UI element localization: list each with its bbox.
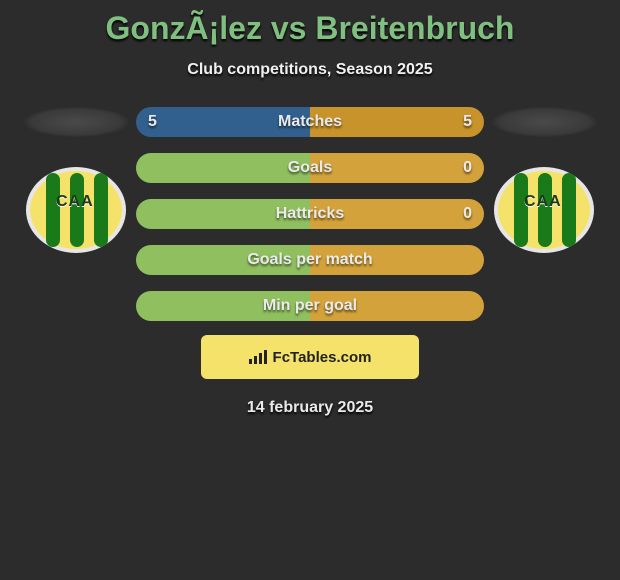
stat-bars: Matches55Goals0Hattricks0Goals per match… bbox=[136, 107, 484, 321]
stat-bar-right-fill bbox=[310, 245, 484, 275]
left-side: CAA bbox=[16, 107, 136, 253]
stat-bar-right-value: 0 bbox=[463, 199, 472, 229]
right-side: CAA bbox=[484, 107, 604, 253]
subtitle: Club competitions, Season 2025 bbox=[187, 61, 432, 79]
stat-bar: Hattricks0 bbox=[136, 199, 484, 229]
stat-bar-right-value: 0 bbox=[463, 153, 472, 183]
stat-bar: Goals0 bbox=[136, 153, 484, 183]
stat-bar-left-fill bbox=[136, 199, 310, 229]
club-badge-left: CAA bbox=[26, 167, 126, 253]
brand-badge: FcTables.com bbox=[201, 335, 419, 379]
club-badge-right-label: CAA bbox=[524, 193, 562, 211]
comparison-row: CAA Matches55Goals0Hattricks0Goals per m… bbox=[0, 107, 620, 321]
stat-bar: Min per goal bbox=[136, 291, 484, 321]
stat-bar: Goals per match bbox=[136, 245, 484, 275]
stat-bar-left-fill bbox=[136, 153, 310, 183]
stat-bar-left-fill bbox=[136, 291, 310, 321]
brand-text: FcTables.com bbox=[273, 349, 372, 366]
stat-bar-right-fill bbox=[310, 107, 484, 137]
stat-bar-right-fill bbox=[310, 153, 484, 183]
player-placeholder-right bbox=[492, 107, 597, 137]
stat-bar-left-fill bbox=[136, 245, 310, 275]
page-title: GonzÃ¡lez vs Breitenbruch bbox=[106, 10, 515, 47]
player-placeholder-left bbox=[24, 107, 129, 137]
stat-bar-left-value: 5 bbox=[148, 107, 157, 137]
club-badge-left-label: CAA bbox=[56, 193, 94, 211]
stat-bar: Matches55 bbox=[136, 107, 484, 137]
club-badge-right: CAA bbox=[494, 167, 594, 253]
stat-bar-right-fill bbox=[310, 291, 484, 321]
stat-bar-left-fill bbox=[136, 107, 310, 137]
date-text: 14 february 2025 bbox=[247, 399, 373, 417]
bar-chart-icon bbox=[249, 350, 267, 364]
stat-bar-right-fill bbox=[310, 199, 484, 229]
stat-bar-right-value: 5 bbox=[463, 107, 472, 137]
comparison-infographic: GonzÃ¡lez vs Breitenbruch Club competiti… bbox=[0, 0, 620, 417]
